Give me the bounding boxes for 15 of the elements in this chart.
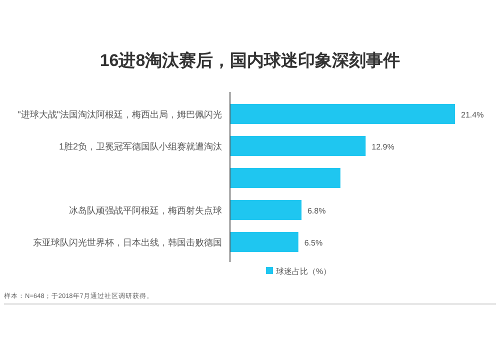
y-tick-label: 1胜2负，卫冕冠军德国队小组赛就遭淘汰	[58, 142, 222, 152]
data-label: 6.5%	[304, 238, 323, 248]
chart-title: 16进8淘汰赛后，国内球迷印象深刻事件	[100, 51, 400, 70]
legend-label: 球迷占比（%）	[276, 267, 332, 276]
y-tick-label: 冰岛队顽强战平阿根廷，梅西射失点球	[69, 206, 222, 216]
data-label: 6.8%	[307, 206, 326, 216]
bar	[230, 104, 455, 124]
bar	[230, 200, 302, 220]
bar	[230, 136, 366, 156]
data-label: 21.4%	[461, 110, 484, 120]
bar	[230, 168, 340, 188]
bar	[230, 232, 298, 252]
y-tick-label: 东亚球队闪光世界杯，日本出线，韩国击败德国	[33, 238, 222, 248]
y-tick-label: "进球大战"法国淘汰阿根廷，梅西出局，姆巴佩闪光	[18, 110, 222, 120]
data-label: 12.9%	[372, 142, 394, 152]
